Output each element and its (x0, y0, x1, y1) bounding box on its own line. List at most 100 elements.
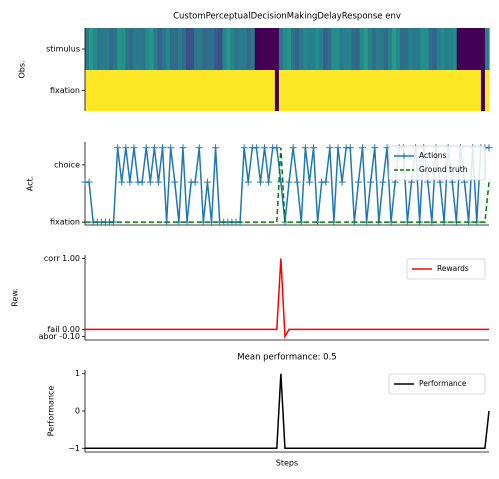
fixation-cell (149, 70, 155, 111)
fixation-cell (311, 70, 316, 111)
stimulus-cell (242, 28, 248, 70)
stimulus-cell (282, 28, 288, 70)
stimulus-cell (448, 28, 454, 70)
stimulus-cell (157, 28, 163, 70)
stimulus-cell (460, 28, 466, 70)
stimulus-cell (181, 28, 187, 70)
stimulus-cell (408, 28, 413, 70)
fixation-cell (359, 70, 365, 111)
stimulus-cell (295, 28, 300, 70)
stimulus-cell (480, 28, 486, 70)
stimulus-cell (254, 28, 260, 70)
fixation-cell (262, 70, 268, 111)
stimulus-cell (93, 28, 98, 70)
y-tick-label: 0 (75, 407, 80, 416)
fixation-cell (270, 70, 276, 111)
stimulus-cell (89, 28, 94, 70)
fixation-cell (444, 70, 450, 111)
stimulus-cell (238, 28, 244, 70)
series-line-rewards (85, 258, 489, 340)
y-axis-label: Performance (47, 386, 56, 437)
fixation-cell (202, 70, 207, 111)
stimulus-cell (202, 28, 207, 70)
fixation-cell (319, 70, 324, 111)
fixation-cell (266, 70, 272, 111)
fixation-cell (250, 70, 256, 111)
fixation-cell (416, 70, 421, 111)
legend-label: Rewards (437, 264, 469, 273)
fixation-cell (456, 70, 462, 111)
fixation-cell (291, 70, 296, 111)
stimulus-cell (303, 28, 308, 70)
stimulus-cell (85, 28, 90, 70)
fixation-cell (125, 70, 131, 111)
fixation-cell (141, 70, 147, 111)
fixation-cell (480, 70, 486, 111)
stimulus-cell (355, 28, 361, 70)
fixation-cell (335, 70, 341, 111)
stimulus-cell (161, 28, 167, 70)
stimulus-cell (367, 28, 373, 70)
heatmap-cells (85, 28, 490, 111)
fixation-cell (173, 70, 179, 111)
stimulus-cell (169, 28, 175, 70)
stimulus-cell (323, 28, 328, 70)
stimulus-cell (278, 28, 284, 70)
fixation-cell (383, 70, 389, 111)
stimulus-cell (145, 28, 151, 70)
stimulus-cell (315, 28, 320, 70)
fixation-cell (343, 70, 349, 111)
stimulus-cell (476, 28, 482, 70)
fixation-cell (452, 70, 458, 111)
stimulus-cell (173, 28, 179, 70)
fixation-cell (190, 70, 195, 111)
fixation-cell (367, 70, 373, 111)
stimulus-cell (258, 28, 264, 70)
fixation-cell (355, 70, 361, 111)
legend-box (406, 258, 486, 280)
stimulus-cell (347, 28, 353, 70)
y-axis-label: Rew. (11, 288, 20, 306)
fixation-cell (307, 70, 312, 111)
fixation-cell (339, 70, 345, 111)
fixation-cell (412, 70, 417, 111)
stimulus-cell (464, 28, 470, 70)
fixation-cell (165, 70, 171, 111)
fixation-cell (379, 70, 385, 111)
stimulus-cell (153, 28, 159, 70)
fixation-cell (388, 70, 393, 111)
fixation-cell (278, 70, 284, 111)
legend-label: Ground truth (419, 165, 468, 174)
legend-label: Actions (419, 151, 446, 160)
fixation-cell (436, 70, 442, 111)
fixation-cell (432, 70, 438, 111)
fixation-cell (404, 70, 409, 111)
y-axis-label: Act. (26, 176, 35, 191)
stimulus-cell (359, 28, 365, 70)
stimulus-cell (198, 28, 203, 70)
stimulus-cell (412, 28, 417, 70)
stimulus-cell (343, 28, 349, 70)
stimulus-cell (129, 28, 135, 70)
stimulus-cell (270, 28, 276, 70)
stimulus-cell (375, 28, 381, 70)
fixation-cell (375, 70, 381, 111)
y-tick-label: corr 1.00 (44, 254, 80, 263)
stimulus-cell (452, 28, 458, 70)
fixation-cell (194, 70, 199, 111)
fixation-cell (327, 70, 333, 111)
stimulus-cell (194, 28, 199, 70)
fixation-cell (117, 70, 122, 111)
stimulus-cell (383, 28, 389, 70)
stimulus-cell (363, 28, 369, 70)
stimulus-cell (468, 28, 474, 70)
fixation-cell (161, 70, 167, 111)
stimulus-cell (141, 28, 147, 70)
y-tick-label: fixation (50, 86, 80, 95)
y-tick-label: 1 (75, 369, 80, 378)
fixation-cell (295, 70, 300, 111)
stimulus-cell (392, 28, 397, 70)
stimulus-cell (133, 28, 139, 70)
chart-title: CustomPerceptualDecisionMakingDelayRespo… (173, 12, 401, 22)
fixation-cell (89, 70, 94, 111)
